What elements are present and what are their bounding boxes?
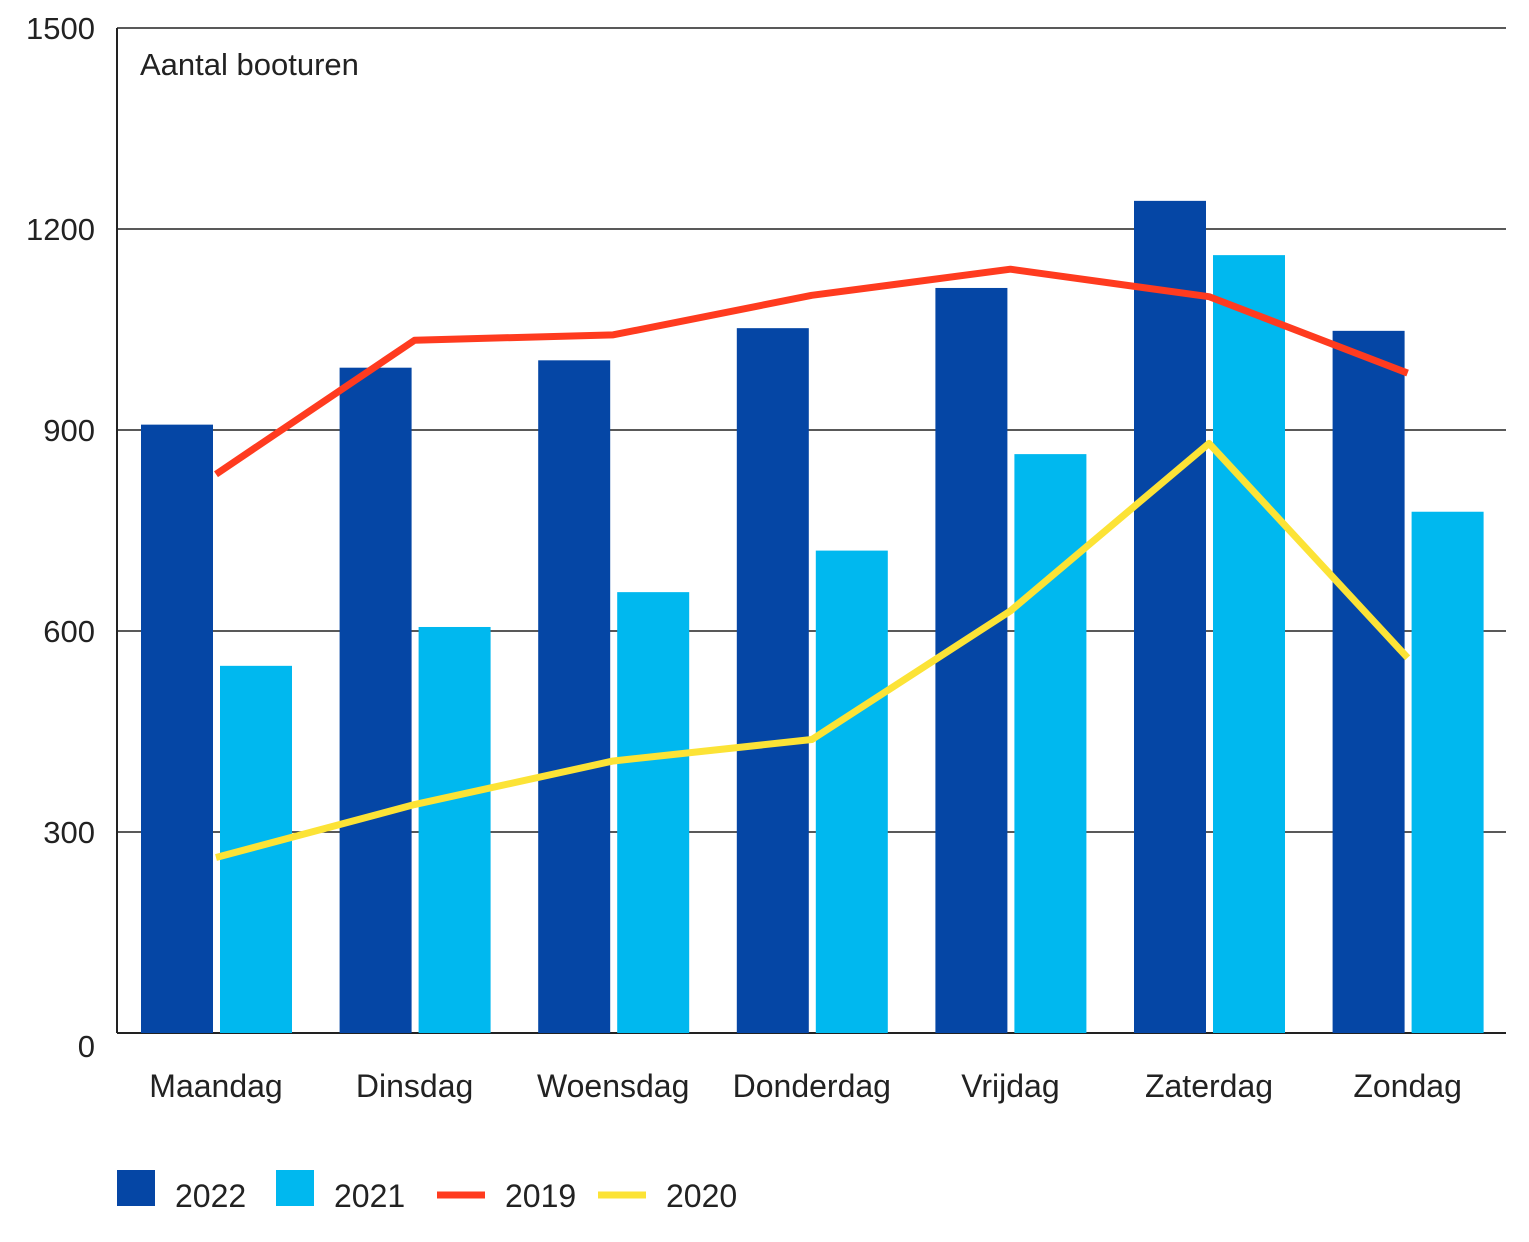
legend-label-2021: 2021 xyxy=(334,1178,405,1214)
bar-2022-woensdag xyxy=(538,360,611,1033)
chart-title: Aantal booturen xyxy=(140,47,359,82)
x-category-label: Zondag xyxy=(1353,1068,1462,1104)
bar-2022-vrijdag xyxy=(935,287,1008,1034)
y-tick-label: 900 xyxy=(43,413,95,448)
legend-label-2020: 2020 xyxy=(666,1178,737,1214)
x-category-label: Maandag xyxy=(149,1068,282,1104)
bar-2021-zondag xyxy=(1411,511,1484,1033)
bar-2022-donderdag xyxy=(736,328,809,1033)
y-tick-label: 0 xyxy=(78,1029,95,1064)
legend-swatch-2021 xyxy=(276,1170,314,1206)
y-axis-tick-labels: 0 300 600 900 1200 1500 xyxy=(26,11,95,1064)
gridlines xyxy=(117,27,1506,1034)
y-tick-label: 600 xyxy=(43,614,95,649)
y-tick-label: 1500 xyxy=(26,11,95,46)
legend: 2022 2021 2019 2020 xyxy=(117,1170,737,1214)
legend-label-2022: 2022 xyxy=(175,1178,246,1214)
bar-2021-vrijdag xyxy=(1014,454,1087,1033)
legend-label-2019: 2019 xyxy=(505,1178,576,1214)
bar-2022-zaterdag xyxy=(1134,200,1206,1034)
line-series-2019 xyxy=(214,265,1409,478)
bar-2021-dinsdag xyxy=(418,626,491,1033)
bar-2022-maandag xyxy=(141,424,213,1033)
bar-2022-zondag xyxy=(1332,330,1405,1034)
bar-2021-donderdag xyxy=(815,550,888,1033)
x-category-label: Woensdag xyxy=(537,1068,689,1104)
x-category-label: Vrijdag xyxy=(961,1068,1059,1104)
x-axis-category-labels: Maandag Dinsdag Woensdag Donderdag Vrijdag Za… xyxy=(149,1068,1462,1104)
x-category-label: Donderdag xyxy=(733,1068,891,1104)
x-category-label: Dinsdag xyxy=(356,1068,473,1104)
bar-2021-woensdag xyxy=(617,592,690,1033)
bars xyxy=(141,200,1484,1034)
legend-swatch-2022 xyxy=(117,1170,155,1206)
lines xyxy=(214,265,1411,861)
y-tick-label: 300 xyxy=(43,815,95,850)
bar-2022-dinsdag xyxy=(339,367,412,1033)
bar-2021-zaterdag xyxy=(1213,255,1285,1033)
line-series-2020 xyxy=(215,439,1411,861)
x-category-label: Zaterdag xyxy=(1145,1068,1273,1104)
y-tick-label: 1200 xyxy=(26,212,95,247)
